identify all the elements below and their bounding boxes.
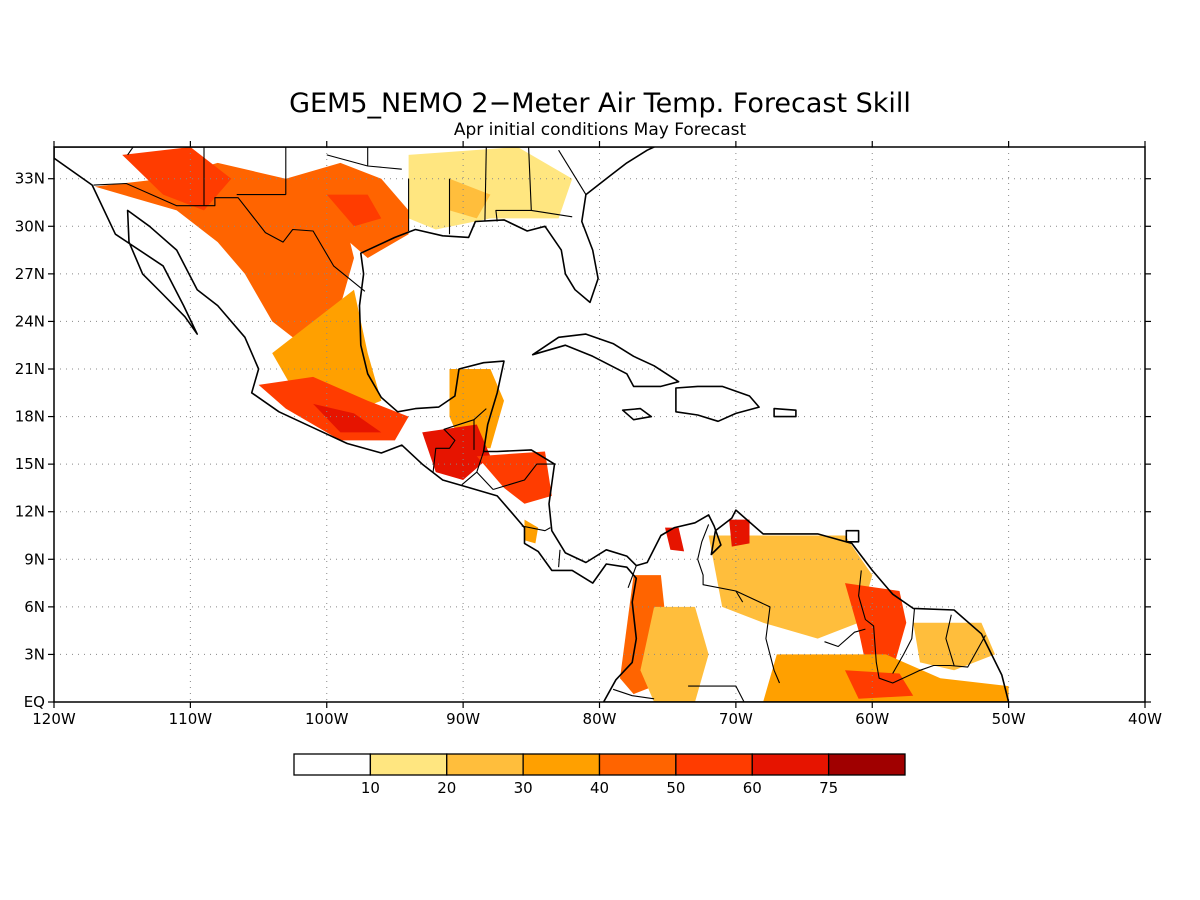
border-line [484,147,487,222]
border-line [492,463,556,491]
coastline-cuba [531,333,680,388]
colorbar: 10 20 30 40 50 60 75 [293,753,906,797]
skill-region-gulf-states-mid [449,178,491,219]
lon-tick-label: 40W [1128,710,1162,728]
colorbar-label: 50 [666,779,685,797]
skill-region-nicaragua-south [524,519,539,544]
lon-tick-label: 50W [992,710,1026,728]
colorbar-box [522,753,601,776]
skill-region-mexico-south [258,376,409,441]
border-line [824,628,866,648]
border-line [93,182,366,292]
map-panel [54,147,1145,702]
colorbar-label: 10 [361,779,380,797]
lat-tick-label: EQ [24,693,45,711]
border-line [531,209,573,218]
coastline-north-america [54,147,1010,702]
colorbar-box [598,753,677,776]
coastlines [54,147,1010,702]
colorbar-label: 75 [819,779,838,797]
border-line [697,524,781,684]
colorbar-box [751,753,830,776]
skill-region-honduras [476,451,552,504]
colorbar-label: 40 [590,779,609,797]
border-line [495,147,532,222]
colorbar-box [827,753,906,776]
lon-tick-label: 100W [305,710,349,728]
border-line [612,688,655,700]
colorbar-box [293,753,372,776]
lat-tick-label: 15N [15,455,45,473]
lon-tick-label: 70W [719,710,753,728]
border-line [476,471,494,490]
lon-tick-label: 90W [446,710,480,728]
lat-tick-label: 12N [15,503,45,521]
coastline-hispaniola [675,385,760,423]
skill-region-guyana [845,583,907,671]
lat-tick-label: 24N [15,312,45,330]
lon-tick-label: 80W [583,710,617,728]
colorbar-box [446,753,524,776]
colorbar-label: 30 [514,779,533,797]
border-line [521,525,551,532]
border-line [558,549,561,568]
coastline-trinidad [845,529,860,543]
border-line [627,565,637,588]
figure-title: GEM5_NEMO 2−Meter Air Temp. Forecast Ski… [289,88,911,119]
skill-region-texas-core [326,194,382,227]
lon-tick-label: 110W [169,710,213,728]
lat-tick-label: 21N [15,360,45,378]
skill-region-suriname [913,622,995,671]
coastline-puerto-rico [773,407,797,418]
skill-region-mexico-south-core [313,403,382,433]
colorbar-label: 20 [437,779,456,797]
skill-region-colombia-north [665,527,685,552]
lat-tick-label: 33N [15,170,45,188]
political-borders [93,147,986,702]
colorbar-box [675,753,753,776]
lat-tick-label: 30N [15,217,45,235]
lat-tick-label: 9N [24,550,45,568]
map-gridlines [54,147,1145,702]
border-line [735,590,744,603]
coastline-jamaica [621,407,653,421]
axis-ticks: 120W 110W 100W 90W 80W 70W 60W 50W 40W EQ 3N 6N 9N 12… [15,141,1162,728]
skill-region-venezuela [708,535,873,639]
colorbar-box [369,753,448,776]
lon-tick-label: 60W [855,710,889,728]
figure-subtitle: Apr initial conditions May Forecast [454,120,747,140]
lat-tick-label: 27N [15,265,45,283]
skill-region-venezuela-core [729,519,750,547]
skill-region-mexico-north [94,162,355,354]
skill-region-guatemala [422,424,491,480]
border-line [688,685,745,702]
border-line [558,149,587,195]
lat-tick-label: 6N [24,598,45,616]
skill-region-colombia-central [640,606,709,702]
lat-tick-label: 3N [24,645,45,663]
lat-tick-label: 18N [15,408,45,426]
border-line [892,608,916,674]
border-line [858,570,986,684]
skill-region-brazil-north-core [845,670,914,699]
border-line [127,147,134,156]
colorbar-label: 60 [743,779,762,797]
lon-tick-label: 120W [32,710,76,728]
border-line [945,614,955,666]
